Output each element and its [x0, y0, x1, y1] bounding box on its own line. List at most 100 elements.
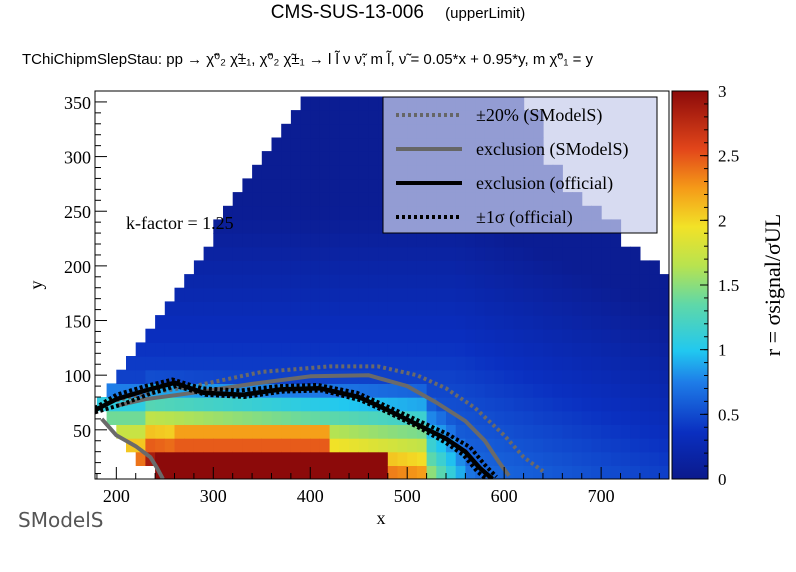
heatmap-cell: [630, 246, 641, 261]
heatmap-cell: [630, 342, 641, 357]
heatmap-cell: [135, 424, 146, 439]
heatmap-cell: [649, 438, 660, 453]
heatmap-cell: [543, 369, 554, 384]
heatmap-cell: [358, 274, 369, 289]
heatmap-cell: [494, 287, 505, 302]
heatmap-cell: [310, 219, 321, 234]
heatmap-cell: [223, 246, 234, 261]
heatmap-cell: [349, 96, 360, 111]
heatmap-cell: [174, 424, 185, 439]
heatmap-cell: [174, 315, 185, 330]
heatmap-cell: [349, 164, 360, 180]
heatmap-cell: [242, 410, 253, 425]
heatmap-cell: [601, 356, 612, 371]
heatmap-cell: [601, 342, 612, 357]
heatmap-cell: [223, 424, 234, 439]
heatmap-cell: [523, 274, 534, 289]
heatmap-cell: [581, 397, 592, 412]
heatmap-cell: [300, 328, 311, 343]
heatmap-cell: [494, 438, 505, 453]
heatmap-cell: [281, 137, 292, 152]
heatmap-cell: [261, 164, 273, 180]
heatmap-cell: [242, 233, 253, 248]
heatmap-cell: [494, 424, 505, 439]
heatmap-cell: [271, 397, 282, 412]
heatmap-cell: [504, 287, 515, 302]
heatmap-cell: [620, 424, 631, 439]
heatmap-cell: [232, 424, 243, 439]
heatmap-cell: [310, 110, 321, 125]
heatmap-cell: [533, 342, 544, 357]
heatmap-cell: [232, 328, 243, 343]
heatmap-cell: [601, 233, 612, 248]
heatmap-cell: [319, 219, 331, 234]
heatmap-cell: [290, 438, 302, 453]
series-line: [95, 380, 494, 479]
heatmap-cell: [397, 315, 408, 330]
heatmap-cell: [591, 356, 602, 371]
heatmap-cell: [271, 274, 282, 289]
heatmap-cell: [164, 315, 176, 330]
heatmap-cell: [368, 451, 379, 466]
heatmap-cell: [639, 342, 651, 357]
y-axis: 50 100 150 200 250 300 350: [64, 90, 107, 475]
heatmap-cell: [620, 246, 631, 261]
heatmap-cell: [620, 301, 631, 316]
heatmap-cell: [620, 451, 631, 466]
heatmap-cell: [513, 465, 525, 479]
heatmap-cell: [649, 397, 660, 412]
heatmap-cell: [504, 465, 515, 479]
heatmap-cell: [455, 233, 466, 248]
heatmap-cell: [368, 164, 379, 180]
heatmap-cell: [252, 274, 263, 289]
heatmap-cell: [145, 397, 156, 412]
heatmap-cell: [290, 219, 302, 234]
heatmap-cell: [203, 246, 214, 261]
heatmap-cell: [300, 164, 311, 180]
heatmap-cell: [387, 465, 399, 479]
heatmap-cell: [581, 342, 592, 357]
heatmap-cell: [513, 274, 525, 289]
heatmap-cell: [630, 424, 641, 439]
heatmap-cell: [193, 274, 205, 289]
x-tick-label: 200: [103, 486, 130, 506]
heatmap-cell: [610, 328, 622, 343]
heatmap-cell: [290, 397, 302, 412]
heatmap-cell: [310, 356, 321, 371]
heatmap-cell: [378, 274, 389, 289]
heatmap-cell: [504, 397, 515, 412]
heatmap-cell: [552, 465, 563, 479]
heatmap-cell: [281, 260, 292, 275]
heatmap-cell: [484, 369, 496, 384]
heatmap-cell: [290, 410, 302, 425]
heatmap-cell: [232, 287, 243, 302]
heatmap-cell: [232, 356, 243, 371]
heatmap-cell: [378, 328, 389, 343]
heatmap-cell: [620, 383, 631, 398]
legend-label: exclusion (SModelS): [476, 139, 629, 160]
heatmap-cell: [513, 260, 525, 275]
heatmap-cell: [387, 315, 399, 330]
heatmap-cell: [349, 123, 360, 139]
heatmap-cell: [300, 301, 311, 316]
heatmap-cell: [164, 451, 176, 466]
heatmap-cell: [193, 342, 205, 357]
heatmap-cell: [407, 233, 418, 248]
heatmap-cell: [164, 397, 176, 412]
heatmap-cell: [310, 164, 321, 180]
heatmap-cell: [436, 342, 447, 357]
heatmap-cell: [610, 342, 622, 357]
heatmap-cell: [213, 356, 224, 371]
heatmap-cell: [155, 342, 166, 357]
heatmap-cell: [455, 260, 466, 275]
heatmap-cell: [290, 301, 302, 316]
heatmap-cell: [223, 342, 234, 357]
heatmap-cell: [281, 151, 292, 166]
heatmap-cell: [252, 397, 263, 412]
heatmap-cell: [475, 315, 486, 330]
heatmap-cell: [591, 424, 602, 439]
heatmap-cell: [455, 383, 466, 398]
heatmap-cell: [300, 178, 311, 193]
heatmap-cell: [252, 246, 263, 261]
heatmap-cell: [329, 205, 340, 221]
